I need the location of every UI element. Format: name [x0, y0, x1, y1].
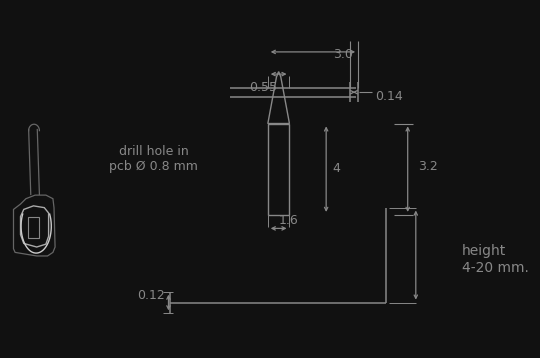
Text: 0.14: 0.14	[375, 90, 403, 103]
Text: 1.6: 1.6	[279, 214, 299, 227]
Text: 4: 4	[332, 162, 340, 175]
Text: drill hole in
pcb Ø 0.8 mm: drill hole in pcb Ø 0.8 mm	[110, 145, 198, 173]
Text: 3.0: 3.0	[334, 48, 353, 61]
Text: 3.2: 3.2	[418, 160, 438, 173]
Text: 0.12: 0.12	[137, 289, 165, 302]
Text: height
4-20 mm.: height 4-20 mm.	[462, 245, 529, 275]
Text: 0.55: 0.55	[249, 81, 277, 93]
